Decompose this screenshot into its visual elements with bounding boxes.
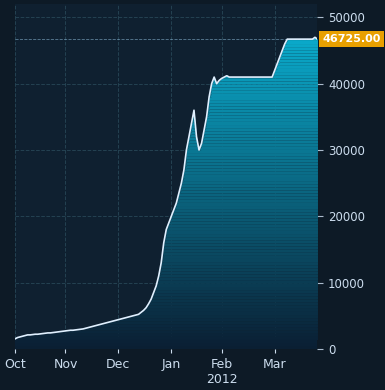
- Text: 46725.00: 46725.00: [323, 34, 381, 44]
